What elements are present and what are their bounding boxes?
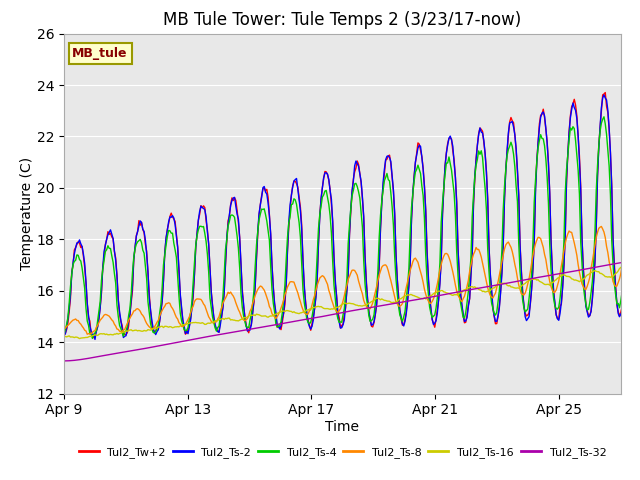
Tul2_Ts-16 bbox=[253, 311, 260, 317]
Tul2_Ts-8 bbox=[267, 306, 275, 312]
Tul2_Ts-8 bbox=[69, 317, 77, 323]
Tul2_Ts-2 bbox=[91, 336, 99, 342]
Tul2_Ts-4 bbox=[253, 242, 260, 248]
Tul2_Ts-32 bbox=[60, 358, 68, 364]
Tul2_Ts-32 bbox=[266, 323, 273, 329]
Tul2_Ts-2 bbox=[262, 189, 269, 195]
Legend: Tul2_Tw+2, Tul2_Ts-2, Tul2_Ts-4, Tul2_Ts-8, Tul2_Ts-16, Tul2_Ts-32: Tul2_Tw+2, Tul2_Ts-2, Tul2_Ts-4, Tul2_Ts… bbox=[74, 443, 611, 462]
Line: Tul2_Ts-8: Tul2_Ts-8 bbox=[64, 207, 636, 334]
Tul2_Ts-2 bbox=[631, 84, 639, 89]
Tul2_Ts-8 bbox=[632, 204, 640, 210]
Tul2_Ts-2 bbox=[267, 231, 275, 237]
Tul2_Ts-16 bbox=[76, 336, 83, 341]
Tul2_Ts-16 bbox=[632, 258, 640, 264]
Tul2_Ts-32 bbox=[632, 258, 640, 264]
Tul2_Ts-8 bbox=[245, 313, 253, 319]
Tul2_Ts-2 bbox=[383, 154, 391, 159]
Tul2_Ts-4 bbox=[383, 170, 391, 176]
Tul2_Ts-16 bbox=[69, 334, 77, 340]
Tul2_Ts-16 bbox=[245, 313, 253, 319]
Tul2_Ts-8 bbox=[253, 289, 260, 295]
Tul2_Tw+2 bbox=[383, 156, 391, 162]
Y-axis label: Temperature (C): Temperature (C) bbox=[20, 157, 34, 270]
Title: MB Tule Tower: Tule Temps 2 (3/23/17-now): MB Tule Tower: Tule Temps 2 (3/23/17-now… bbox=[163, 11, 522, 29]
Line: Tul2_Ts-16: Tul2_Ts-16 bbox=[64, 261, 636, 338]
Tul2_Tw+2 bbox=[245, 330, 253, 336]
Tul2_Ts-16 bbox=[267, 313, 275, 319]
X-axis label: Time: Time bbox=[325, 420, 360, 434]
Tul2_Tw+2 bbox=[632, 84, 640, 89]
Tul2_Ts-2 bbox=[253, 253, 260, 259]
Tul2_Tw+2 bbox=[69, 263, 77, 268]
Tul2_Ts-32 bbox=[244, 327, 252, 333]
Tul2_Ts-4 bbox=[88, 336, 96, 341]
Line: Tul2_Ts-32: Tul2_Ts-32 bbox=[64, 261, 636, 361]
Tul2_Tw+2 bbox=[267, 232, 275, 238]
Line: Tul2_Tw+2: Tul2_Tw+2 bbox=[64, 86, 636, 338]
Tul2_Ts-8 bbox=[383, 264, 391, 270]
Tul2_Tw+2 bbox=[262, 188, 269, 194]
Line: Tul2_Ts-4: Tul2_Ts-4 bbox=[64, 109, 636, 338]
Tul2_Ts-4 bbox=[245, 324, 253, 330]
Tul2_Ts-4 bbox=[630, 106, 637, 112]
Tul2_Ts-4 bbox=[632, 114, 640, 120]
Tul2_Tw+2 bbox=[90, 335, 97, 341]
Tul2_Ts-2 bbox=[245, 327, 253, 333]
Tul2_Tw+2 bbox=[60, 333, 68, 339]
Tul2_Ts-32 bbox=[631, 258, 639, 264]
Tul2_Ts-16 bbox=[383, 298, 391, 304]
Tul2_Ts-4 bbox=[60, 332, 68, 337]
Tul2_Ts-2 bbox=[60, 332, 68, 337]
Tul2_Ts-8 bbox=[60, 326, 68, 332]
Tul2_Ts-16 bbox=[60, 333, 68, 339]
Tul2_Tw+2 bbox=[253, 256, 260, 262]
Tul2_Ts-8 bbox=[262, 290, 269, 296]
Line: Tul2_Ts-2: Tul2_Ts-2 bbox=[64, 86, 636, 339]
Tul2_Ts-8 bbox=[83, 331, 91, 337]
Tul2_Ts-32 bbox=[382, 302, 390, 308]
Tul2_Ts-4 bbox=[262, 212, 269, 217]
Tul2_Ts-4 bbox=[69, 262, 77, 267]
Tul2_Ts-2 bbox=[632, 84, 640, 89]
Text: MB_tule: MB_tule bbox=[72, 47, 128, 60]
Tul2_Ts-2 bbox=[69, 260, 77, 265]
Tul2_Ts-4 bbox=[267, 264, 275, 270]
Tul2_Ts-32 bbox=[252, 325, 259, 331]
Tul2_Ts-16 bbox=[262, 313, 269, 319]
Tul2_Ts-32 bbox=[69, 358, 77, 363]
